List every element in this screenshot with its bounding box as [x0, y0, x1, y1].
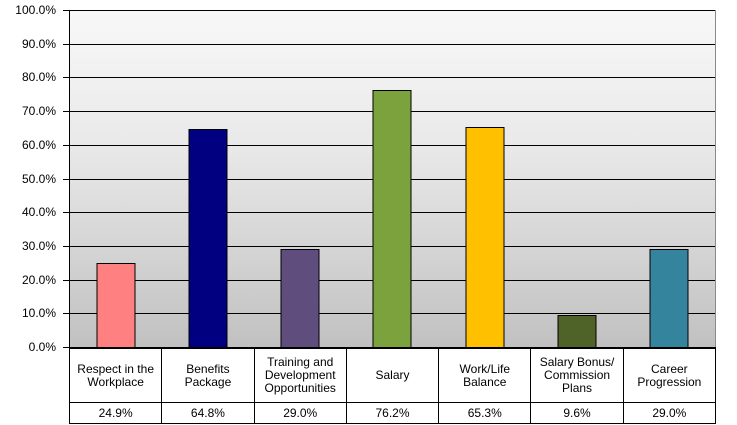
bar-career-progression [649, 249, 689, 347]
gridline [70, 10, 715, 11]
ytick-label: 0.0% [28, 340, 56, 354]
gridline [70, 43, 715, 45]
bar-salary [372, 90, 412, 347]
category-cell-career-progression: Career Progression [622, 349, 715, 402]
bar-column-training-and-development-opportunities [254, 10, 346, 347]
ytick-label: 90.0% [21, 36, 56, 51]
ytick-label: 10.0% [21, 306, 56, 321]
ytick-mark [63, 179, 69, 180]
bar-training-and-development-opportunities [280, 249, 320, 347]
ytick-mark [63, 280, 69, 281]
bar-column-salary [346, 10, 438, 347]
ytick-label: 80.0% [21, 70, 56, 85]
value-cell-work-life-balance: 65.3% [438, 403, 530, 423]
value-cell-salary: 76.2% [345, 403, 438, 423]
plot-area [69, 10, 716, 347]
ytick-label: 40.0% [21, 205, 56, 220]
data-table: Respect in the Workplace Benefits Package… [69, 347, 716, 424]
ytick-label: 20.0% [21, 272, 56, 287]
bar-column-work-life-balance [439, 10, 531, 347]
ytick-mark [63, 111, 69, 112]
category-cell-respect-in-the-workplace: Respect in the Workplace [77, 361, 154, 389]
ytick-mark [63, 313, 69, 314]
bar-column-respect-in-the-workplace [70, 10, 162, 347]
bar-respect-in-the-workplace [96, 263, 136, 347]
category-cell-salary: Salary [345, 349, 438, 402]
bar-salary-bonus-commission-plans [557, 314, 597, 347]
ytick-label: 70.0% [21, 104, 56, 119]
value-cell-benefits-package: 64.8% [161, 403, 253, 423]
bar-column-career-progression [623, 10, 715, 347]
ytick-mark [63, 77, 69, 78]
ytick-mark [63, 212, 69, 213]
value-cell-salary-bonus-commission-plans: 9.6% [530, 403, 622, 423]
category-cell-work-life-balance: Work/Life Balance [438, 349, 530, 402]
category-cell-salary-bonus-commission-plans: Salary Bonus/ Commission Plans [530, 349, 622, 402]
bar-columns [70, 10, 715, 347]
bar-benefits-package [188, 128, 228, 347]
ytick-label: 50.0% [21, 171, 56, 186]
ytick-label: 30.0% [21, 238, 56, 253]
bar-column-salary-bonus-commission-plans [531, 10, 623, 347]
ytick-label: 60.0% [21, 137, 56, 152]
gridline [70, 77, 715, 79]
ytick-label: 100.0% [15, 3, 56, 17]
ytick-mark [63, 10, 69, 11]
bar-work-life-balance [465, 126, 505, 347]
bar-column-benefits-package [162, 10, 254, 347]
value-cell-respect-in-the-workplace: 24.9% [98, 405, 133, 420]
ytick-mark [63, 347, 69, 348]
category-cell-training-and-development-opportunities: Training and Development Opportunities [253, 349, 346, 402]
value-cell-training-and-development-opportunities: 29.0% [253, 403, 346, 423]
category-cell-benefits-package: Benefits Package [161, 349, 253, 402]
ytick-mark [63, 246, 69, 247]
category-label-row: Respect in the Workplace Benefits Package… [70, 349, 715, 402]
value-cell-career-progression: 29.0% [622, 403, 715, 423]
ytick-mark [63, 145, 69, 146]
value-row: 24.9% 64.8% 29.0% 76.2% 65.3% 9.6% 29.0% [70, 402, 715, 423]
ytick-mark [63, 44, 69, 45]
